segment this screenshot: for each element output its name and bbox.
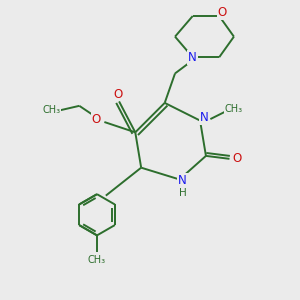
Text: O: O (113, 88, 122, 100)
Text: O: O (232, 152, 242, 165)
Text: O: O (92, 112, 101, 126)
Text: CH₃: CH₃ (42, 105, 60, 115)
Text: CH₃: CH₃ (225, 104, 243, 114)
Text: N: N (178, 174, 187, 188)
Text: N: N (200, 111, 209, 124)
Text: O: O (218, 6, 227, 19)
Text: H: H (178, 188, 186, 198)
Text: CH₃: CH₃ (88, 254, 106, 265)
Text: N: N (188, 51, 197, 64)
